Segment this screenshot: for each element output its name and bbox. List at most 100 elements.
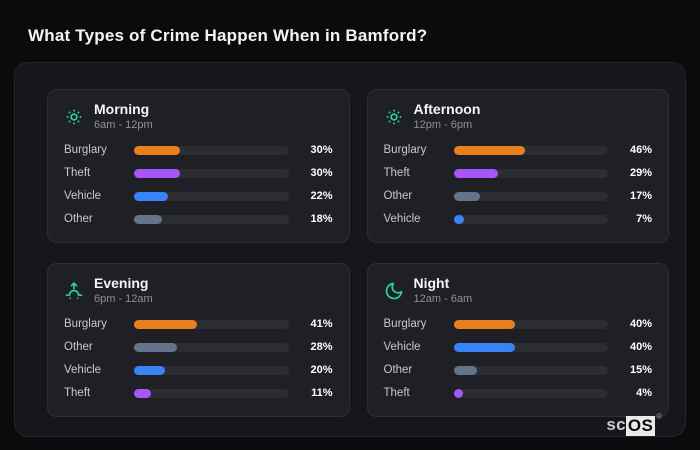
panel-evening-header: Evening 6pm - 12am (64, 275, 333, 306)
bar-track (134, 191, 289, 201)
dashboard-panel: Morning 6am - 12pm Burglary 30% Theft 30… (14, 62, 686, 437)
bar-fill (134, 214, 162, 224)
bar-row: Theft 30% (64, 167, 333, 179)
bar-row: Other 18% (64, 213, 333, 225)
bar-row: Theft 29% (384, 167, 653, 179)
panel-night: Night 12am - 6am Burglary 40% Vehicle 40… (366, 263, 669, 417)
bar-fill (134, 168, 181, 178)
bar-row: Vehicle 7% (384, 213, 653, 225)
category-label: Theft (383, 387, 410, 400)
bar-fill (134, 388, 151, 398)
percentage-value: 17% (629, 190, 652, 203)
bar-row: Vehicle 22% (64, 190, 333, 202)
percentage-value: 41% (310, 318, 333, 331)
sunset-icon (64, 281, 84, 301)
category-label: Vehicle (383, 341, 421, 354)
category-label: Theft (64, 387, 91, 400)
panel-title: Night (413, 275, 450, 291)
bar-fill (453, 342, 516, 352)
percentage-value: 30% (310, 144, 333, 157)
moon-icon (384, 281, 404, 301)
bar-fill (134, 145, 181, 155)
panel-morning: Morning 6am - 12pm Burglary 30% Theft 30… (47, 89, 350, 243)
percentage-value: 7% (636, 213, 652, 226)
percentage-value: 40% (629, 318, 652, 331)
bar-row: Other 28% (64, 341, 333, 353)
panel-time-range: 12pm - 6pm (413, 119, 473, 132)
category-label: Vehicle (383, 213, 421, 226)
percentage-value: 22% (310, 190, 333, 203)
category-label: Other (64, 213, 93, 226)
bar-row: Burglary 41% (64, 318, 333, 330)
bar-fill (134, 365, 165, 375)
sun-dotted-icon (64, 107, 84, 127)
category-label: Theft (64, 167, 91, 180)
panel-evening: Evening 6pm - 12am Burglary 41% Other 28… (47, 263, 350, 417)
bar-row: Other 17% (384, 190, 653, 202)
category-label: Other (383, 364, 413, 377)
bar-row: Theft 4% (384, 387, 653, 399)
bar-fill (134, 319, 198, 329)
panel-title: Afternoon (413, 101, 481, 117)
bar-row: Vehicle 20% (64, 364, 333, 376)
sun-dotted-icon (384, 107, 404, 127)
bar-row: Other 15% (384, 364, 653, 376)
bar-fill (134, 342, 178, 352)
bar-row: Theft 11% (64, 387, 333, 399)
bar-track (134, 214, 289, 224)
percentage-value: 11% (311, 387, 333, 400)
panel-morning-header: Morning 6am - 12pm (64, 101, 333, 132)
bar-track (134, 342, 289, 352)
bar-row: Burglary 30% (64, 144, 333, 156)
bar-fill (134, 191, 168, 201)
percentage-value: 15% (629, 364, 652, 377)
category-label: Burglary (64, 144, 107, 157)
panel-afternoon: Afternoon 12pm - 6pm Burglary 46% Theft … (366, 89, 669, 243)
percentage-value: 20% (310, 364, 333, 377)
bar-track (453, 168, 608, 178)
bar-fill (453, 145, 525, 155)
scos-logo: sc OS ® (606, 412, 662, 436)
panel-title: Morning (94, 101, 150, 117)
scos-logo-prefix: sc (606, 415, 626, 434)
bar-fill (453, 191, 480, 201)
category-label: Burglary (64, 318, 107, 331)
panel-time-range: 6am - 12pm (94, 119, 153, 132)
bar-fill (453, 214, 465, 224)
percentage-value: 28% (310, 341, 333, 354)
panel-time-range: 6pm - 12am (94, 293, 153, 306)
bar-fill (453, 319, 516, 329)
bar-track (134, 365, 289, 375)
panel-time-range: 12am - 6am (413, 293, 473, 306)
percentage-value: 40% (629, 341, 652, 354)
panel-night-header: Night 12am - 6am (384, 275, 653, 306)
bar-track (453, 342, 608, 352)
category-label: Theft (383, 167, 410, 180)
percentage-value: 30% (310, 167, 333, 180)
bar-track (134, 319, 289, 329)
category-label: Other (383, 190, 413, 203)
panel-afternoon-header: Afternoon 12pm - 6pm (384, 101, 653, 132)
page-title: What Types of Crime Happen When in Bamfo… (28, 26, 428, 45)
bar-track (453, 365, 608, 375)
bar-track (134, 388, 289, 398)
bar-track (453, 145, 608, 155)
category-label: Vehicle (64, 364, 102, 377)
bar-track (453, 319, 608, 329)
bar-track (453, 214, 608, 224)
bar-track (453, 388, 608, 398)
bar-row: Vehicle 40% (384, 341, 653, 353)
bar-track (453, 191, 608, 201)
percentage-value: 4% (636, 387, 652, 400)
panel-title: Evening (94, 275, 149, 291)
bar-track (134, 168, 289, 178)
percentage-value: 46% (629, 144, 652, 157)
percentage-value: 29% (629, 167, 652, 180)
bar-row: Burglary 40% (384, 318, 653, 330)
bar-track (134, 145, 289, 155)
category-label: Burglary (383, 318, 427, 331)
category-label: Other (64, 341, 93, 354)
percentage-value: 18% (310, 213, 333, 226)
scos-logo-boxed: OS (625, 416, 656, 436)
registered-mark: ® (656, 412, 662, 421)
